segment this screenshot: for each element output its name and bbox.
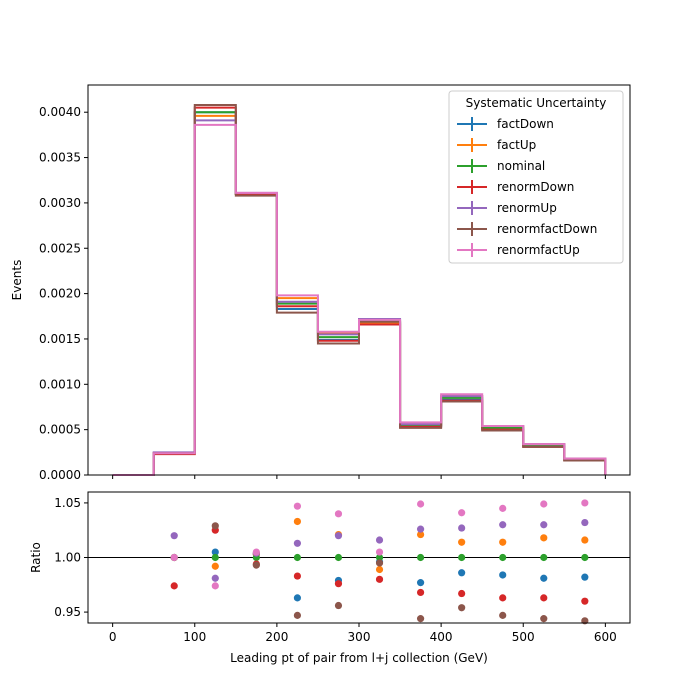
ratio-point-renormfactUp xyxy=(581,499,589,507)
ratio-point-renormfactUp xyxy=(334,510,343,518)
ratio-point-renormDown xyxy=(170,582,178,590)
ratio-x-tick-label: 500 xyxy=(512,630,535,644)
ratio-point-nominal xyxy=(540,553,548,562)
ratio-point-renormDown xyxy=(458,589,466,598)
ratio-x-tick-label: 0 xyxy=(109,630,117,644)
ratio-point-renormfactDown xyxy=(334,601,343,610)
ratio-point-nominal xyxy=(293,553,302,562)
ratio-point-renormDown xyxy=(499,594,507,602)
ratio-panel: 0.95 1.00 1.05 0 100 200 300 400 500 600 Ratio Lead… xyxy=(29,491,631,665)
ratio-y-tick-label: 0.95 xyxy=(54,605,81,619)
legend-label-renormDown: renormDown xyxy=(497,180,574,194)
series-line-renormfactUp xyxy=(112,123,607,476)
ratio-point-nominal xyxy=(211,553,219,562)
ratio-point-renormUp xyxy=(170,532,178,540)
ratio-y-tick-label: 1.05 xyxy=(54,496,81,510)
ratio-point-renormfactUp xyxy=(499,504,507,512)
ratio-point-factDown xyxy=(458,569,466,577)
legend-label-renormfactUp: renormfactUp xyxy=(497,243,580,257)
main-y-tick-label: 0.0030 xyxy=(39,196,81,210)
main-y-tick-label: 0.0035 xyxy=(39,151,81,165)
main-y-tick-label: 0.0025 xyxy=(39,241,81,255)
ratio-point-renormfactDown xyxy=(211,522,219,530)
ratio-point-factUp xyxy=(375,565,384,574)
legend-label-renormUp: renormUp xyxy=(497,201,557,215)
ratio-point-renormUp xyxy=(293,539,302,547)
ratio-point-nominal xyxy=(334,553,343,562)
ratio-y-tick-label: 1.00 xyxy=(54,551,81,565)
ratio-point-renormDown xyxy=(293,572,302,580)
ratio-point-factUp xyxy=(416,530,425,539)
ratio-point-renormfactUp xyxy=(293,502,302,510)
ratio-point-renormUp xyxy=(499,521,507,529)
ratio-point-renormDown xyxy=(581,597,589,605)
ratio-point-renormfactUp xyxy=(211,582,219,590)
legend: Systematic Uncertainty factDown factUp nomi… xyxy=(448,90,624,264)
legend-title: Systematic Uncertainty xyxy=(466,96,607,110)
ratio-point-renormfactUp xyxy=(375,548,384,556)
legend-box xyxy=(448,90,624,264)
ratio-point-renormUp xyxy=(334,532,343,540)
ratio-point-factDown xyxy=(540,574,548,582)
ratio-point-nominal xyxy=(416,553,425,562)
ratio-point-factDown xyxy=(211,548,219,556)
ratio-point-renormfactDown xyxy=(252,561,260,569)
ratio-x-tick-label: 200 xyxy=(265,630,288,644)
x-axis-label: Leading pt of pair from l+j collection (… xyxy=(230,651,488,665)
main-y-tick-label: 0.0020 xyxy=(39,287,81,301)
ratio-point-renormfactDown xyxy=(375,559,384,567)
ratio-point-nominal xyxy=(458,553,466,562)
ratio-point-nominal xyxy=(581,553,589,562)
ratio-point-factUp xyxy=(499,538,507,546)
ratio-y-axis-label: Ratio xyxy=(29,542,43,573)
ratio-point-renormfactUp xyxy=(540,500,548,508)
ratio-point-nominal xyxy=(375,553,384,562)
ratio-x-tick-label: 100 xyxy=(183,630,206,644)
ratio-point-factDown xyxy=(581,573,589,581)
ratio-point-factUp xyxy=(211,562,219,570)
legend-label-renormfactDown: renormfactDown xyxy=(497,222,597,236)
ratio-point-factUp xyxy=(540,534,548,542)
ratio-point-renormfactDown xyxy=(540,615,548,623)
ratio-point-nominal xyxy=(499,553,507,562)
ratio-point-renormfactUp xyxy=(458,509,466,517)
ratio-point-renormDown xyxy=(334,580,343,588)
ratio-point-renormfactUp xyxy=(416,500,425,508)
ratio-point-factUp xyxy=(293,517,302,526)
ratio-point-factUp xyxy=(458,538,466,546)
ratio-point-factDown xyxy=(293,594,302,602)
ratio-x-tick-label: 600 xyxy=(594,630,617,644)
ratio-point-factDown xyxy=(416,579,425,587)
main-y-tick-label: 0.0040 xyxy=(39,105,81,119)
ratio-point-renormDown xyxy=(375,575,384,583)
legend-label-nominal: nominal xyxy=(497,159,545,173)
ratio-point-renormfactUp xyxy=(170,553,178,562)
ratio-point-factUp xyxy=(581,536,589,544)
ratio-x-tick-label: 400 xyxy=(430,630,453,644)
legend-label-factUp: factUp xyxy=(497,138,536,152)
ratio-point-renormfactDown xyxy=(416,615,425,623)
main-y-tick-label: 0.0005 xyxy=(39,423,81,437)
ratio-point-renormDown xyxy=(416,588,425,597)
main-y-tick-label: 0.0015 xyxy=(39,332,81,346)
ratio-point-renormUp xyxy=(540,521,548,529)
main-y-tick-label: 0.0010 xyxy=(39,377,81,391)
ratio-x-tick-label: 300 xyxy=(348,630,371,644)
ratio-point-renormfactUp xyxy=(252,548,260,556)
ratio-point-renormUp xyxy=(375,536,384,544)
legend-label-factDown: factDown xyxy=(497,117,554,131)
main-y-axis-label: Events xyxy=(10,260,24,301)
ratio-point-renormUp xyxy=(581,518,589,527)
ratio-point-renormfactDown xyxy=(458,604,466,612)
ratio-point-renormfactDown xyxy=(293,611,302,619)
main-y-tick-label: 0.0000 xyxy=(39,468,81,482)
ratio-point-renormUp xyxy=(211,574,219,582)
ratio-point-renormfactDown xyxy=(499,611,507,619)
ratio-point-renormDown xyxy=(540,594,548,602)
ratio-point-factDown xyxy=(499,571,507,579)
ratio-point-renormUp xyxy=(458,524,466,532)
ratio-point-renormUp xyxy=(416,525,425,533)
main-panel: 0.0000 0.0005 0.0010 0.0015 0.0020 0.0025 0.00… xyxy=(10,84,631,482)
